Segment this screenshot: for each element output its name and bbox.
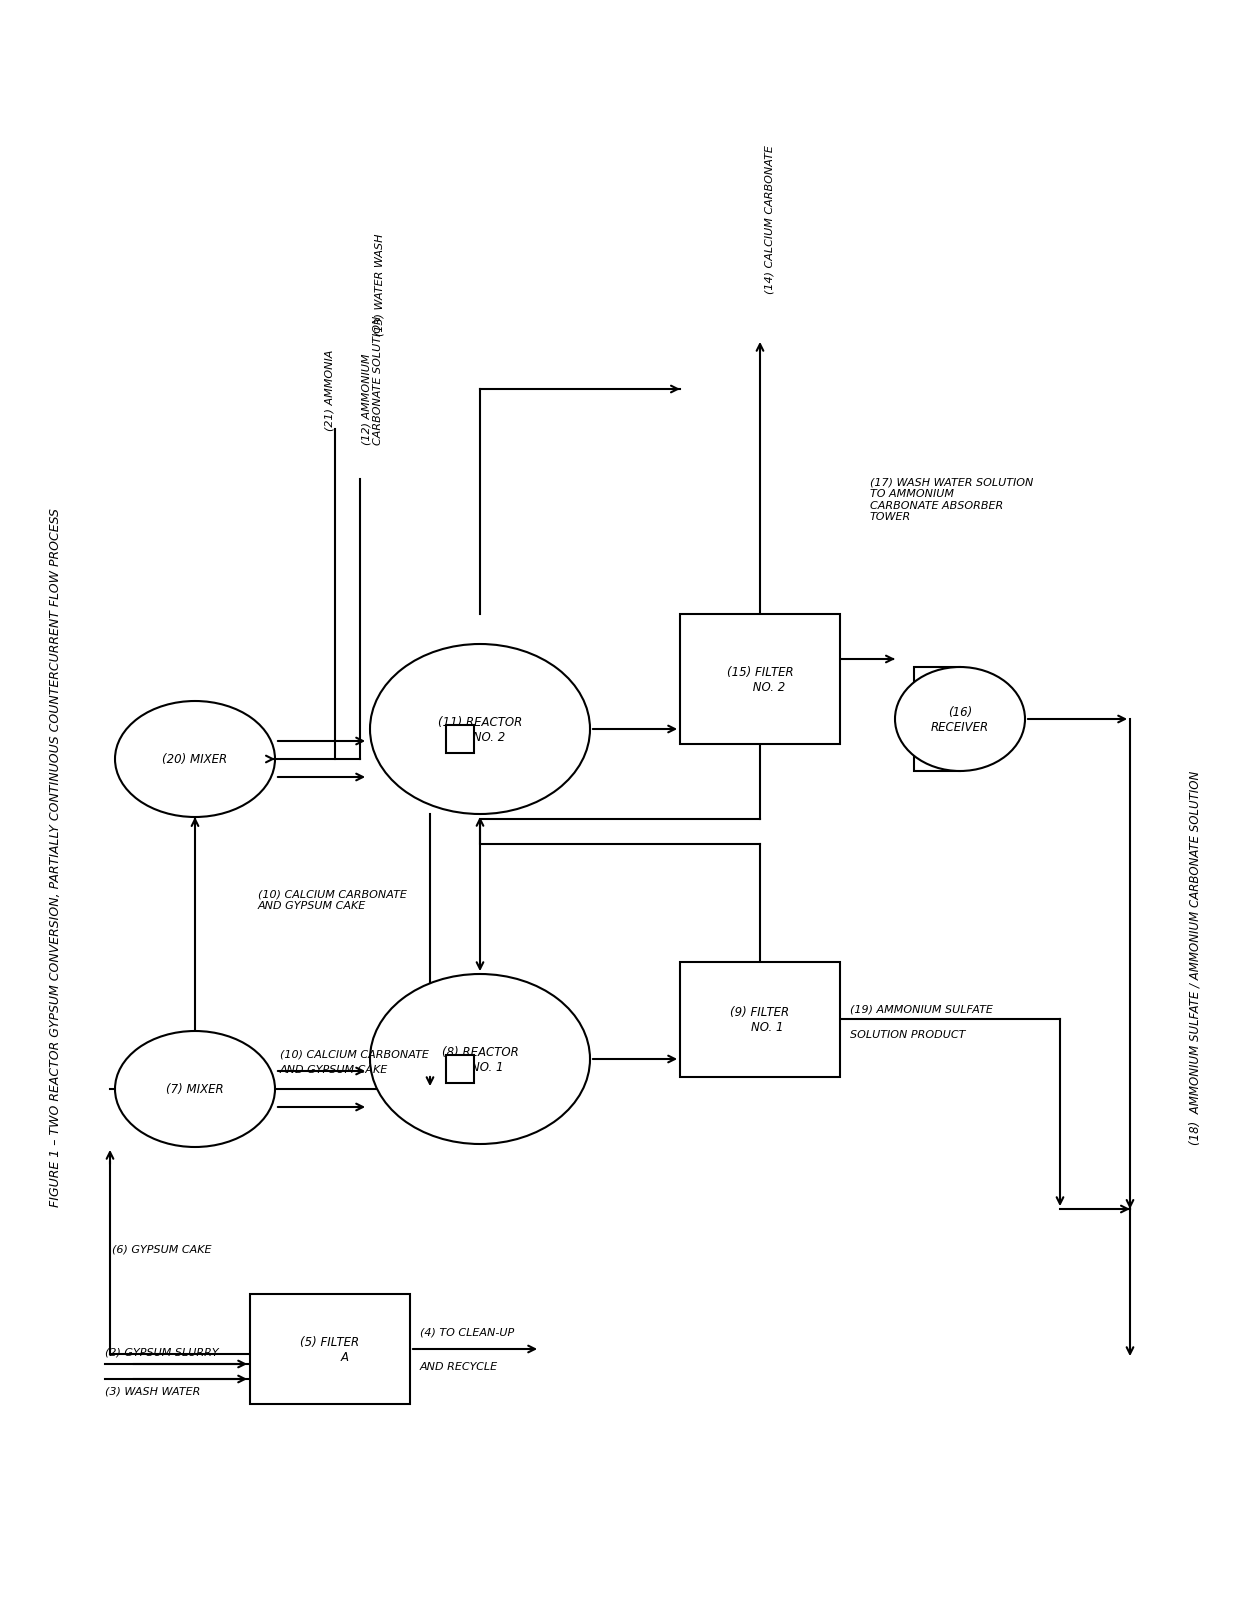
Text: (15) FILTER
     NO. 2: (15) FILTER NO. 2 [727,665,794,694]
Text: (6) GYPSUM CAKE: (6) GYPSUM CAKE [112,1244,212,1254]
Text: (17) WASH WATER SOLUTION
TO AMMONIUM
CARBONATE ABSORBER
TOWER: (17) WASH WATER SOLUTION TO AMMONIUM CAR… [870,478,1033,521]
Ellipse shape [370,644,590,815]
Text: FIGURE 1 – TWO REACTOR GYPSUM CONVERSION, PARTIALLY CONTINUOUS COUNTERCURRENT FL: FIGURE 1 – TWO REACTOR GYPSUM CONVERSION… [48,508,62,1206]
Text: (21) AMMONIA: (21) AMMONIA [325,349,335,431]
Text: (12) AMMONIUM
CARBONATE SOLUTION: (12) AMMONIUM CARBONATE SOLUTION [361,315,383,444]
Text: (4) TO CLEAN-UP: (4) TO CLEAN-UP [420,1327,515,1336]
Text: (18)  AMMONIUM SULFATE / AMMONIUM CARBONATE SOLUTION: (18) AMMONIUM SULFATE / AMMONIUM CARBONA… [1188,770,1202,1144]
Text: (7) MIXER: (7) MIXER [166,1083,223,1096]
FancyBboxPatch shape [914,668,960,771]
FancyBboxPatch shape [250,1294,410,1404]
FancyBboxPatch shape [680,615,839,744]
Text: (3) WASH WATER: (3) WASH WATER [105,1386,201,1396]
Text: (13) WATER WASH: (13) WATER WASH [374,234,384,336]
FancyBboxPatch shape [446,726,474,754]
Text: (14) CALCIUM CARBONATE: (14) CALCIUM CARBONATE [765,145,775,294]
Text: (16)
RECEIVER: (16) RECEIVER [931,705,990,733]
Text: (19) AMMONIUM SULFATE: (19) AMMONIUM SULFATE [849,1004,993,1014]
FancyBboxPatch shape [446,1056,474,1083]
Text: SOLUTION PRODUCT: SOLUTION PRODUCT [849,1030,966,1039]
Text: (10) CALCIUM CARBONATE
AND GYPSUM CAKE: (10) CALCIUM CARBONATE AND GYPSUM CAKE [258,889,407,910]
Ellipse shape [370,975,590,1144]
Ellipse shape [895,668,1025,771]
Text: (2) GYPSUM SLURRY: (2) GYPSUM SLURRY [105,1348,218,1357]
FancyBboxPatch shape [680,962,839,1077]
Text: AND RECYCLE: AND RECYCLE [420,1361,498,1372]
Text: AND GYPSUM CAKE: AND GYPSUM CAKE [280,1064,388,1075]
Ellipse shape [115,1031,275,1148]
Text: (8) REACTOR
    NO. 1: (8) REACTOR NO. 1 [441,1046,518,1073]
Text: (5) FILTER
        A: (5) FILTER A [300,1335,360,1364]
Text: (9) FILTER
    NO. 1: (9) FILTER NO. 1 [730,1006,790,1033]
Text: (10) CALCIUM CARBONATE: (10) CALCIUM CARBONATE [280,1049,429,1059]
Ellipse shape [115,702,275,818]
Text: (20) MIXER: (20) MIXER [162,754,228,767]
Text: (11) REACTOR
     NO. 2: (11) REACTOR NO. 2 [438,715,522,744]
